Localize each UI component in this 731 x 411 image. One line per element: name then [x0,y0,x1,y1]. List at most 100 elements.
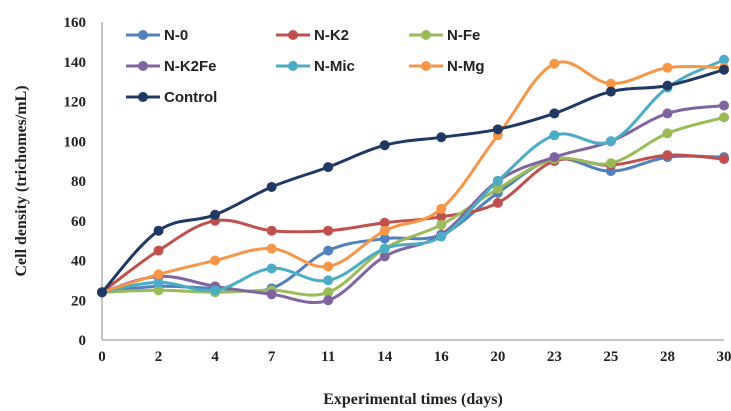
data-point [549,58,560,69]
legend-label: N-K2Fe [164,58,217,75]
series-lines [97,54,729,306]
x-tick-label: 11 [321,349,335,365]
data-point [436,211,447,222]
x-tick-label: 25 [603,349,618,365]
data-point [549,130,560,141]
x-tick-label: 0 [98,349,106,365]
legend-marker [288,61,298,71]
data-point [266,225,277,236]
legend-label: N-0 [164,27,188,44]
y-tick-label: 160 [64,15,87,31]
x-tick-label: 28 [660,349,675,365]
data-point [719,100,729,111]
data-point [662,128,673,139]
legend: N-0 N-K2 N-Fe N-K2Fe N-Mic N-Mg Control [126,27,485,106]
data-point [323,275,334,286]
series-control [97,64,729,298]
data-point [436,132,447,143]
legend-label: Control [164,89,217,106]
x-tick-label: 14 [377,349,393,365]
y-tick-label: 120 [64,95,87,111]
series-line-n-0 [101,154,725,294]
data-point [379,217,390,228]
data-point [436,203,447,214]
data-point [323,245,334,256]
y-tick-label: 140 [64,55,87,71]
series-line-n-fe [101,115,725,297]
data-point [605,86,616,97]
data-point [662,62,673,73]
data-point [210,285,221,296]
data-point [153,225,164,236]
data-point [266,289,277,300]
chart-axes [101,22,724,341]
legend-marker [138,61,148,71]
x-tick-labels: 0 2 4 7 11 14 16 20 23 25 28 30 [98,349,731,365]
x-tick-label: 30 [717,349,731,365]
legend-label: N-Fe [447,27,480,44]
data-point [549,152,560,163]
data-point [662,80,673,91]
legend-label: N-Mic [314,58,355,75]
legend-item-n-fe: N-Fe [409,27,480,44]
data-point [97,287,107,298]
data-point [153,269,164,280]
series-n-0 [97,152,729,298]
data-point [379,233,390,244]
data-point [492,176,503,186]
data-point [323,287,334,298]
x-tick-label: 20 [490,349,505,365]
data-point [436,231,447,242]
legend-label: N-Mg [447,58,485,75]
y-tick-label: 100 [64,134,87,150]
data-point [210,255,221,266]
x-tick-label: 7 [268,349,276,365]
legend-item-n-mg: N-Mg [409,58,485,75]
series-n-k2fe [97,100,729,306]
data-point [379,225,390,236]
y-tick-labels: 0 20 40 60 80 100 120 140 160 [64,15,87,349]
data-point [492,197,503,208]
data-point [719,112,729,123]
data-point [719,64,729,75]
data-point [153,285,164,296]
data-point [662,108,673,119]
legend-item-n-k2: N-K2 [276,27,349,44]
legend-item-control: Control [126,89,217,106]
x-axis-title: Experimental times (days) [323,391,503,408]
x-tick-label: 2 [155,349,163,365]
x-tick-label: 16 [434,349,450,365]
data-point [266,263,277,274]
data-point [266,181,277,192]
legend-marker [421,61,431,71]
data-point [492,183,503,194]
legend-item-n-k2fe: N-K2Fe [126,58,217,75]
data-point [379,140,390,151]
data-point [379,243,390,254]
y-axis-title: Cell density (trichomes/mL) [13,85,30,276]
legend-marker [288,30,298,40]
data-point [323,162,334,173]
legend-label: N-K2 [314,27,349,44]
legend-item-n-mic: N-Mic [276,58,355,75]
data-point [266,243,277,254]
legend-item-n-0: N-0 [126,27,188,44]
legend-marker [421,30,431,40]
data-point [605,136,616,147]
y-tick-label: 40 [71,254,86,270]
data-point [323,261,334,272]
data-point [153,245,164,256]
data-point [323,295,334,306]
data-point [549,108,560,119]
data-point [719,54,729,65]
x-tick-label: 4 [211,349,219,365]
data-point [153,277,164,288]
x-tick-label: 23 [547,349,562,365]
data-point [436,219,447,230]
series-line-n-k2fe [101,104,725,305]
data-point [719,154,729,165]
data-point [379,251,390,262]
legend-marker [138,30,148,40]
y-tick-label: 0 [79,333,87,349]
